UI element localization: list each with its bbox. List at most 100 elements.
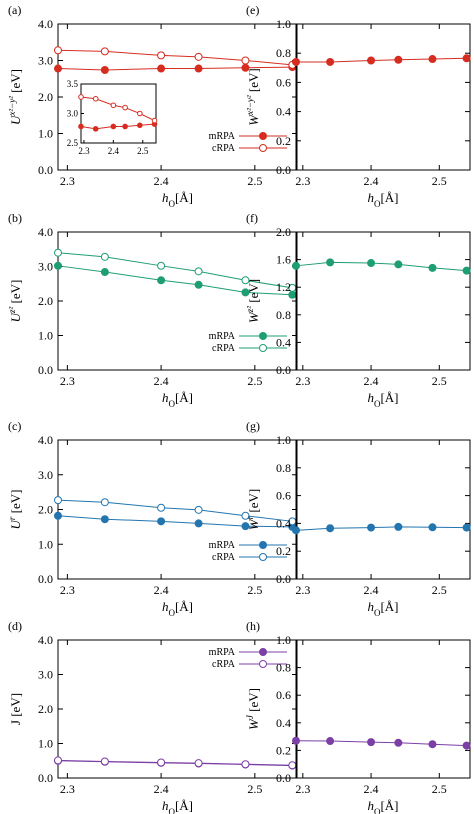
y-tick-label: 0.4 — [276, 105, 291, 119]
data-point — [326, 258, 335, 267]
data-point — [100, 268, 109, 277]
panel-g: (g) 0.0 0.2 0.4 0.6 0.8 1.0 2.3 2.4 2.5 hO[Å] Wr [e… — [245, 419, 471, 618]
y-tick-label: 0.0 — [38, 572, 53, 586]
x-axis-label: hO[Å] — [367, 599, 398, 618]
x-tick-label: 2.4 — [364, 583, 379, 597]
panel-f: (f) 0.0 0.4 0.8 1.2 1.6 2.0 2.3 2.4 2.5 hO[Å] Wz² [… — [245, 211, 471, 409]
legend-marker — [259, 132, 267, 140]
legend-label: cRPA — [212, 143, 236, 154]
series-line-crpa — [57, 759, 293, 766]
y-tick-label: 3.0 — [38, 668, 53, 682]
y-tick-label: 1.2 — [276, 280, 291, 294]
data-point — [292, 57, 300, 66]
data-point — [100, 498, 109, 507]
panel-label: (b) — [8, 211, 22, 225]
data-point — [241, 511, 250, 520]
x-axis-label: hO[Å] — [367, 390, 398, 409]
y-tick-label: 0.0 — [38, 363, 53, 377]
data-point — [367, 738, 376, 747]
x-tick-label: 2.3 — [60, 583, 75, 597]
y-tick-label: 2.0 — [38, 294, 53, 308]
series-line-mrpa — [57, 66, 293, 71]
data-point — [367, 523, 376, 532]
x-tick-label: 2.4 — [154, 374, 169, 388]
panel-label: (f) — [246, 211, 258, 225]
inset-x-tick-label: 2.3 — [78, 146, 90, 156]
legend-marker — [259, 332, 267, 340]
y-tick-label: 0.0 — [276, 163, 291, 177]
data-point — [428, 523, 437, 532]
y-axis-label: Wz² [eV] — [245, 279, 261, 323]
panel-d: (d) 0.0 1.0 2.0 3.0 4.0 2.3 2.4 2.5 hO[Å] J [eV] mR… — [8, 619, 298, 814]
data-point — [194, 64, 203, 73]
data-point — [292, 736, 300, 745]
y-tick-label: 4.0 — [38, 633, 53, 647]
series-line-data — [295, 261, 467, 272]
x-axis-label: hO[Å] — [367, 190, 398, 209]
y-tick-label: 1.0 — [38, 329, 53, 343]
x-tick-label: 2.4 — [154, 174, 169, 188]
inset-data-point — [78, 94, 84, 100]
y-tick-label: 4.0 — [38, 433, 53, 447]
inset-data-point — [137, 122, 143, 129]
data-point — [241, 56, 250, 65]
data-point — [326, 57, 335, 66]
legend-label: mRPA — [209, 331, 236, 342]
y-axis-label: Wx²−y² [eV] — [245, 68, 261, 125]
data-point — [157, 51, 166, 60]
inset-plot: 2.5 3.0 3.5 2.3 2.4 2.5 — [67, 79, 158, 156]
inset-y-tick-label: 3.5 — [67, 79, 79, 89]
data-point — [157, 758, 166, 767]
data-point — [100, 757, 109, 766]
x-tick-label: 2.3 — [295, 374, 310, 388]
data-point — [157, 64, 166, 73]
data-point — [462, 54, 471, 63]
data-point — [462, 523, 471, 532]
y-tick-label: 0.4 — [276, 716, 291, 730]
inset-x-tick-label: 2.4 — [108, 146, 120, 156]
data-point — [54, 46, 62, 55]
x-tick-label: 2.5 — [432, 374, 447, 388]
inset-data-point — [137, 110, 143, 117]
x-tick-label: 2.5 — [247, 174, 262, 188]
y-tick-label: 0.0 — [276, 363, 291, 377]
inset-data-point — [78, 123, 84, 130]
x-tick-label: 2.4 — [364, 374, 379, 388]
x-axis-label: hO[Å] — [162, 599, 193, 618]
series-line-crpa — [57, 49, 293, 66]
y-tick-label: 0.2 — [276, 544, 291, 558]
data-point — [100, 252, 109, 261]
y-tick-label: 1.0 — [38, 537, 53, 551]
x-tick-label: 2.5 — [247, 583, 262, 597]
data-point — [394, 260, 403, 269]
x-tick-label: 2.3 — [295, 583, 310, 597]
data-point — [241, 522, 250, 531]
data-point — [54, 248, 62, 257]
x-tick-label: 2.5 — [247, 374, 262, 388]
y-axis-label: Wr [eV] — [245, 489, 261, 530]
plot-frame — [295, 639, 471, 779]
y-tick-label: 0.6 — [276, 688, 291, 702]
y-tick-label: 2.0 — [276, 225, 291, 239]
panel-a: (a) 0.0 1.0 2.0 3.0 4.0 2.3 2.4 2.5 hO[Å] Ux²−y² [… — [7, 3, 298, 209]
data-point — [194, 519, 203, 528]
legend-label: cRPA — [212, 659, 236, 670]
y-tick-label: 1.0 — [38, 127, 53, 141]
x-tick-label: 2.5 — [432, 782, 447, 796]
x-tick-label: 2.3 — [60, 782, 75, 796]
y-tick-label: 0.8 — [276, 308, 291, 322]
panel-label: (g) — [246, 419, 260, 433]
legend-marker — [259, 553, 267, 561]
legend-label: mRPA — [209, 647, 236, 658]
y-tick-label: 3.0 — [38, 54, 53, 68]
data-point — [394, 738, 403, 747]
data-point — [54, 64, 62, 73]
inset-y-tick-label: 3.0 — [67, 109, 79, 119]
y-axis-label: Ux²−y² [eV] — [7, 69, 23, 125]
series-line-crpa — [57, 252, 293, 289]
y-tick-label: 0.0 — [276, 771, 291, 785]
data-point — [326, 737, 335, 746]
y-tick-label: 0.0 — [38, 771, 53, 785]
y-axis-label: Uz² [eV] — [7, 280, 23, 323]
panel-e: (e) 0.0 0.2 0.4 0.6 0.8 1.0 2.3 2.4 2.5 hO[Å] Wx²−y… — [245, 3, 471, 209]
